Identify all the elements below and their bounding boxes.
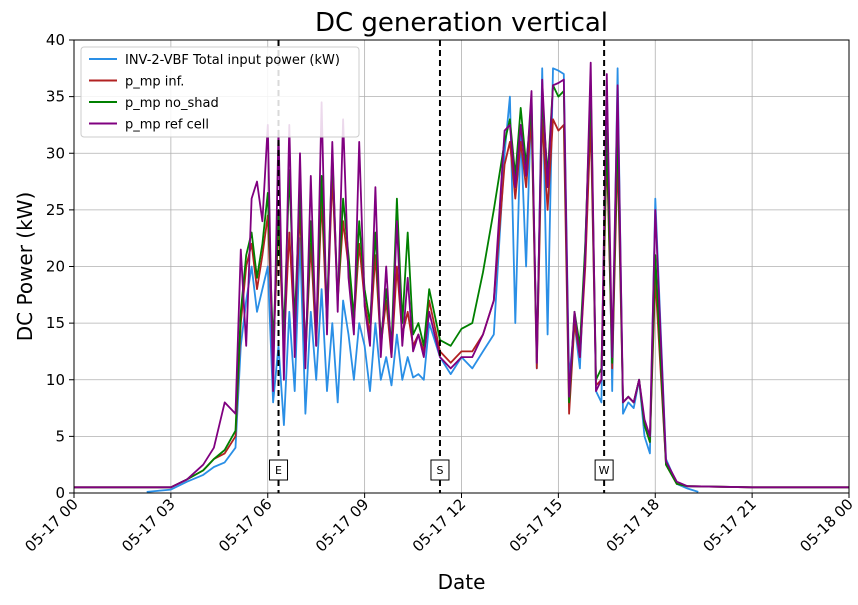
marker-label-E: E	[275, 464, 282, 477]
marker-label-S: S	[436, 464, 443, 477]
y-tick-label: 30	[46, 144, 65, 162]
y-tick-label: 35	[46, 88, 65, 106]
x-tick-label: 05-17 06	[215, 495, 275, 555]
chart-title: DC generation vertical	[315, 8, 608, 38]
y-tick-label: 5	[55, 427, 65, 445]
legend-label-1: p_mp inf.	[125, 75, 184, 90]
marker-box-E	[269, 459, 289, 481]
x-tick-label: 05-17 12	[409, 495, 469, 555]
x-tick-label: 05-17 09	[312, 495, 372, 555]
y-tick-label: 20	[46, 258, 65, 276]
y-axis-title: DC Power (kW)	[13, 192, 37, 342]
y-tick-label: 0	[55, 484, 65, 502]
y-tick-label: 40	[46, 31, 65, 49]
series-line-3	[74, 61, 849, 489]
y-tick-label: 25	[46, 201, 65, 219]
marker-label-W: W	[599, 464, 610, 477]
marker-box-W	[594, 459, 614, 481]
x-tick-label: 05-17 03	[118, 495, 178, 555]
x-tick-label: 05-17 21	[700, 495, 760, 555]
x-tick-label: 05-18 00	[796, 495, 856, 555]
x-tick-label: 05-17 15	[506, 495, 566, 555]
x-axis-title: Date	[438, 570, 486, 594]
x-tick-label: 05-17 18	[603, 495, 663, 555]
legend-label-3: p_mp ref cell	[125, 118, 209, 133]
legend-label-0: INV-2-VBF Total input power (kW)	[125, 53, 340, 68]
x-tick-label: 05-17 00	[21, 495, 81, 555]
legend-label-2: p_mp no_shad	[125, 96, 219, 111]
y-tick-label: 10	[46, 371, 65, 389]
legend-box	[80, 46, 360, 138]
marker-box-S	[430, 459, 450, 481]
legend: INV-2-VBF Total input power (kW) p_mp inf…	[80, 46, 360, 138]
y-tick-label: 15	[46, 314, 65, 332]
